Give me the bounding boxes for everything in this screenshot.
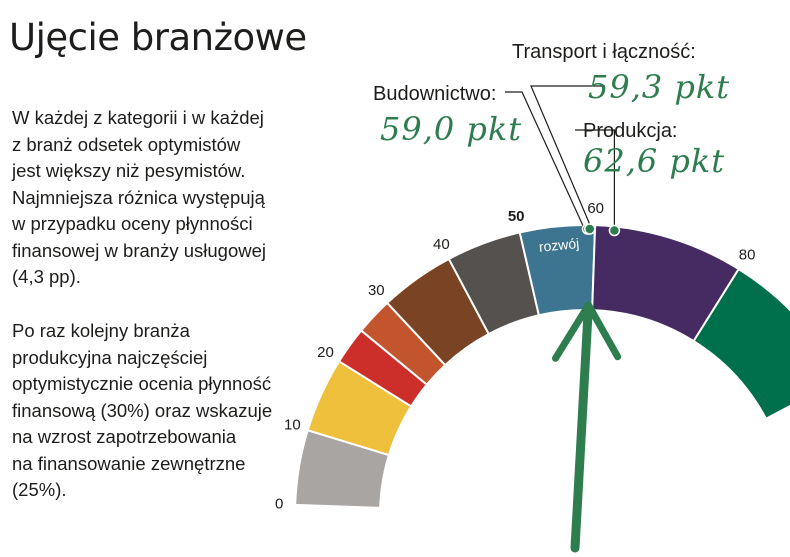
second-paragraph-line: optymistycznie ocenia płynność: [12, 373, 272, 394]
band-label: rozwój: [538, 235, 580, 255]
sector-value: 59,3 pkt: [588, 68, 730, 106]
needle-shaft: [570, 310, 593, 553]
sector-value: 59,0 pkt: [380, 110, 522, 148]
tick-label-20: 20: [317, 344, 334, 361]
leader-line: [530, 85, 605, 230]
tick-label-10: 10: [284, 417, 301, 434]
second-paragraph-line: Po raz kolejny branża: [12, 320, 190, 341]
leader-line: [575, 129, 615, 231]
marker-dot: [608, 224, 621, 237]
tick-label-50: 50: [508, 208, 525, 225]
intro-paragraph-line: W każdej z kategorii i w każdej: [12, 107, 264, 128]
leader-line: [505, 91, 586, 230]
intro-paragraph-line: (4,3 pp).: [12, 266, 81, 287]
page-title: Ujęcie branżowe: [9, 16, 307, 59]
tick-label-0: 0: [275, 495, 283, 512]
sector-name: Transport i łączność:: [512, 41, 696, 63]
sector-value: 62,6 pkt: [583, 142, 725, 180]
intro-paragraph-line: jest większy niż pesymistów.: [12, 160, 246, 181]
second-paragraph-line: produkcyjna najczęściej: [12, 346, 208, 368]
intro-paragraph-line: finansowej w branży usługowej: [12, 239, 266, 261]
tick-label-80: 80: [739, 246, 756, 263]
tick-label-30: 30: [368, 282, 385, 299]
gauge-band-80-100: [692, 267, 790, 421]
sector-name: Budownictwo:: [373, 83, 496, 105]
tick-label-60: 60: [587, 200, 604, 217]
second-paragraph-line: (25%).: [12, 479, 67, 500]
second-paragraph-line: na finansowanie zewnętrzne: [12, 452, 246, 474]
intro-paragraph: W każdej z kategorii i w każdej z branż o…: [12, 105, 332, 291]
intro-paragraph-line: Najmniejsza różnica występują: [12, 186, 265, 208]
needle-head-right: [584, 301, 622, 361]
intro-paragraph-line: w przypadku oceny płynności: [12, 213, 253, 234]
second-paragraph-line: finansową (30%) oraz wskazuje: [12, 399, 273, 421]
tick-label-40: 40: [433, 236, 450, 253]
sector-name: Produkcja:: [583, 120, 678, 142]
intro-paragraph-line: z branż odsetek optymistów: [12, 133, 241, 155]
second-paragraph-line: na wzrost zapotrzebowania: [12, 426, 237, 447]
second-paragraph: Po raz kolejny branża produkcyjna najczęś…: [12, 318, 332, 504]
needle-head-left: [551, 301, 592, 362]
marker-dot: [583, 223, 596, 235]
